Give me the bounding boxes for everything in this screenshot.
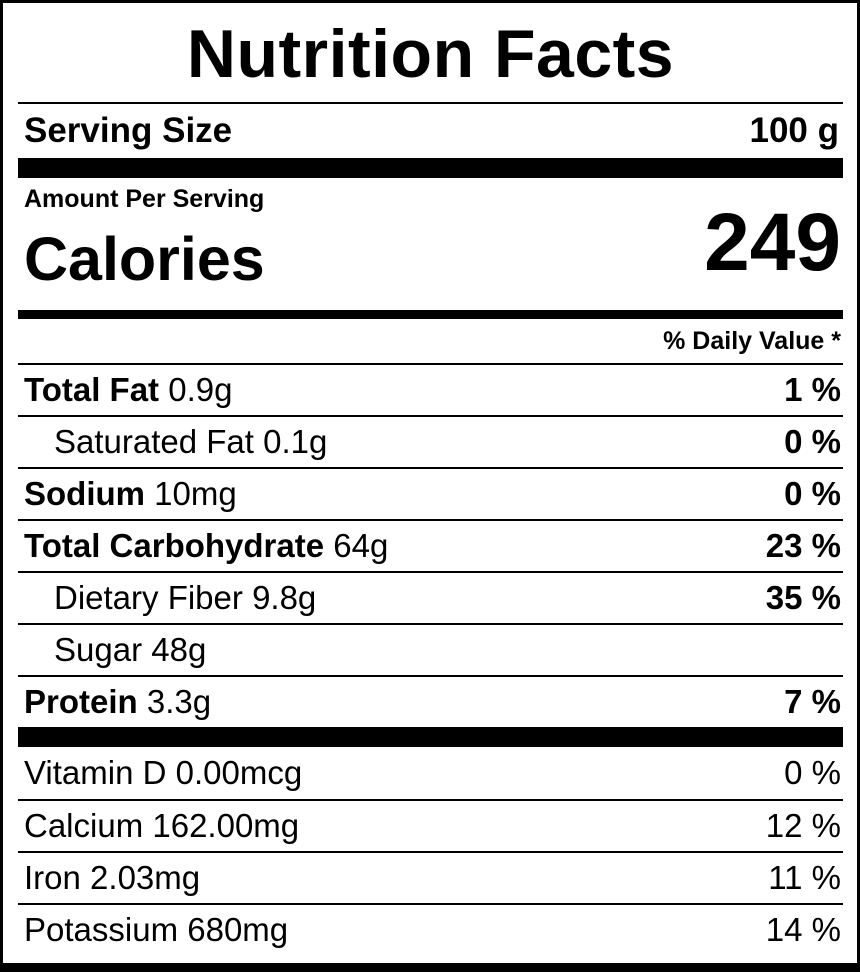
label-title: Nutrition Facts bbox=[186, 16, 675, 92]
amount-per-serving-label: Amount Per Serving bbox=[24, 185, 265, 213]
nutrient-name: Saturated Fat bbox=[54, 423, 254, 460]
daily-value-header: % Daily Value * bbox=[663, 327, 841, 355]
vitamin-row-iron: Iron 2.03mg 11 % bbox=[18, 851, 843, 903]
vitamin-row-potassium: Potassium 680mg 14 % bbox=[18, 903, 843, 955]
vitamin-amount: 162.00mg bbox=[152, 807, 300, 844]
vitamin-percent: 0 % bbox=[784, 754, 841, 791]
nutrient-amount: 0.1g bbox=[263, 423, 328, 460]
vitamin-percent: 11 % bbox=[768, 859, 841, 896]
nutrient-row-saturated-fat: Saturated Fat 0.1g 0 % bbox=[18, 415, 843, 467]
vitamin-name: Calcium bbox=[24, 807, 144, 844]
nutrient-percent: 35 % bbox=[765, 579, 841, 616]
nutrient-name-amount: Total Fat 0.9g bbox=[24, 371, 232, 409]
vitamin-name: Potassium bbox=[24, 911, 179, 948]
nutrient-row-sodium: Sodium 10mg 0 % bbox=[18, 467, 843, 519]
serving-size-label: Serving Size bbox=[24, 111, 233, 150]
nutrient-name: Total Carbohydrate bbox=[24, 527, 325, 564]
nutrient-amount: 10mg bbox=[154, 475, 237, 512]
vitamin-amount: 2.03mg bbox=[90, 859, 201, 896]
medium-divider bbox=[18, 310, 843, 319]
vitamin-row-vitamin-d: Vitamin D 0.00mcg 0 % bbox=[18, 747, 843, 799]
vitamin-amount: 680mg bbox=[187, 911, 289, 948]
vitamin-row-calcium: Calcium 162.00mg 12 % bbox=[18, 799, 843, 851]
vitamin-name-amount: Vitamin D 0.00mcg bbox=[24, 754, 302, 792]
vitamin-name-amount: Iron 2.03mg bbox=[24, 859, 200, 897]
thick-divider bbox=[18, 727, 843, 747]
nutrient-row-sugar: Sugar 48g bbox=[18, 623, 843, 675]
vitamin-name-amount: Potassium 680mg bbox=[24, 911, 288, 949]
nutrient-name-amount: Sodium 10mg bbox=[24, 475, 237, 513]
vitamin-percent: 14 % bbox=[765, 911, 841, 948]
nutrient-name: Sodium bbox=[24, 475, 145, 512]
nutrient-amount: 48g bbox=[151, 631, 207, 668]
nutrient-row-total-carbohydrate: Total Carbohydrate 64g 23 % bbox=[18, 519, 843, 571]
nutrient-amount: 64g bbox=[333, 527, 389, 564]
nutrient-percent: 1 % bbox=[784, 371, 841, 408]
nutrient-percent: 0 % bbox=[784, 475, 841, 512]
nutrient-row-dietary-fiber: Dietary Fiber 9.8g 35 % bbox=[18, 571, 843, 623]
thick-divider bbox=[18, 158, 843, 178]
nutrient-name-amount: Sugar 48g bbox=[54, 631, 206, 669]
nutrient-name-amount: Dietary Fiber 9.8g bbox=[54, 579, 316, 617]
nutrient-row-total-fat: Total Fat 0.9g 1 % bbox=[18, 363, 843, 415]
vitamin-percent: 12 % bbox=[765, 807, 841, 844]
serving-size-value: 100 g bbox=[749, 111, 840, 150]
vitamin-name-amount: Calcium 162.00mg bbox=[24, 807, 299, 845]
calories-label: Calories bbox=[24, 225, 265, 293]
nutrient-name: Total Fat bbox=[24, 371, 160, 408]
vitamin-amount: 0.00mcg bbox=[175, 754, 303, 791]
nutrient-amount: 0.9g bbox=[168, 371, 233, 408]
nutrient-name-amount: Protein 3.3g bbox=[24, 683, 211, 721]
nutrient-percent: 23 % bbox=[765, 527, 841, 564]
nutrient-name-amount: Saturated Fat 0.1g bbox=[54, 423, 327, 461]
vitamin-name: Vitamin D bbox=[24, 754, 167, 791]
nutrient-amount: 9.8g bbox=[252, 579, 317, 616]
nutrient-amount: 3.3g bbox=[146, 683, 212, 720]
nutrient-percent: 7 % bbox=[784, 683, 841, 720]
calories-block: Amount Per Serving Calories 249 bbox=[18, 178, 843, 310]
nutrient-name-amount: Total Carbohydrate 64g bbox=[24, 527, 388, 565]
bottom-divider bbox=[3, 963, 857, 972]
nutrient-row-protein: Protein 3.3g 7 % bbox=[18, 675, 843, 727]
serving-size-row: Serving Size 100 g bbox=[18, 104, 843, 158]
nutrient-percent: 0 % bbox=[784, 423, 841, 460]
divider bbox=[18, 102, 843, 104]
nutrient-name: Dietary Fiber bbox=[54, 579, 243, 616]
nutrient-name: Protein bbox=[24, 683, 138, 720]
vitamin-name: Iron bbox=[24, 859, 81, 896]
calories-value: 249 bbox=[704, 197, 841, 288]
nutrient-name: Sugar bbox=[54, 631, 143, 668]
